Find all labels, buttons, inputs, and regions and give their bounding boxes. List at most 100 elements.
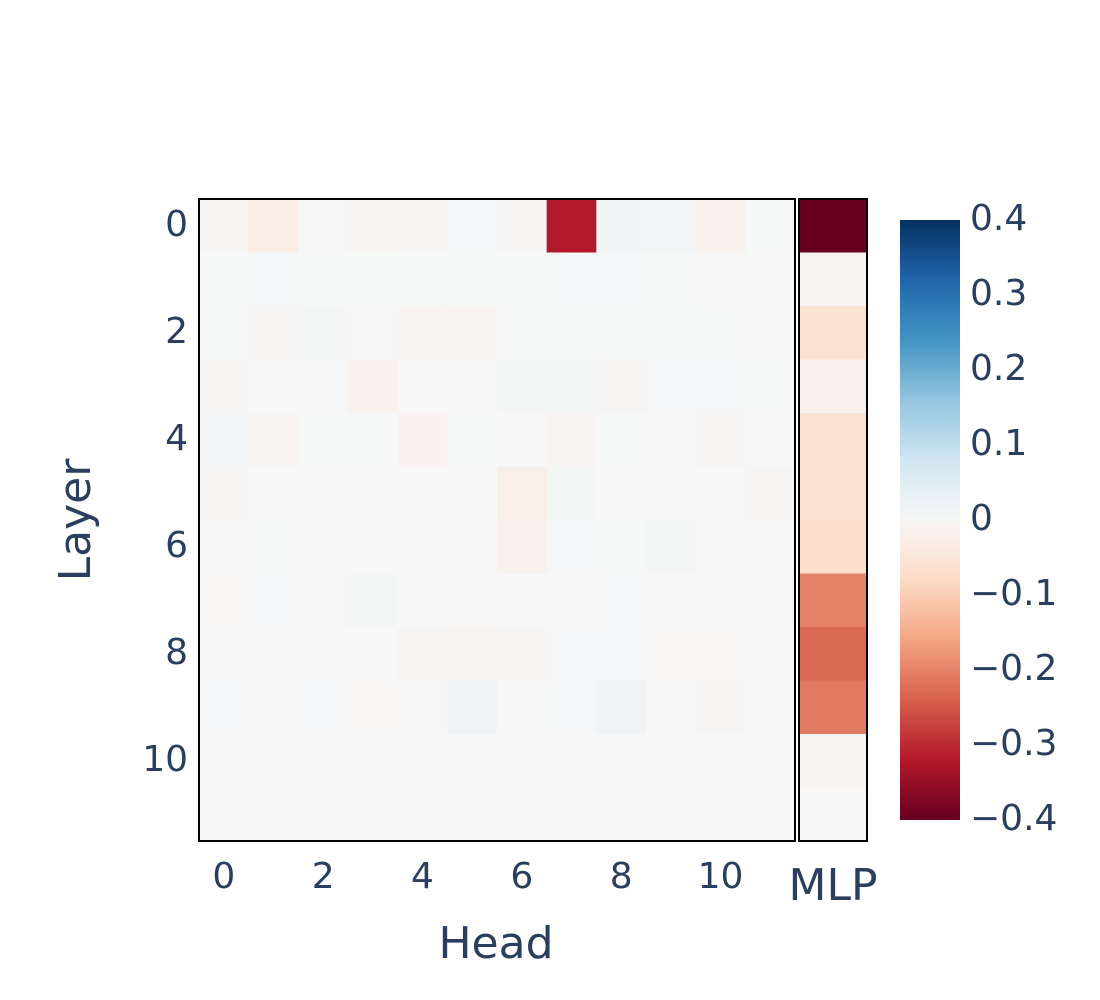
heatmap-cell xyxy=(546,787,597,842)
heatmap-cell xyxy=(497,199,548,253)
colorbar-tick-label: 0.4 xyxy=(970,198,1027,239)
heatmap-cell xyxy=(695,520,746,574)
heatmap-cell xyxy=(695,787,746,842)
heatmap-cell xyxy=(695,466,746,521)
heatmap-cell xyxy=(546,199,597,253)
heatmap-cell xyxy=(596,573,647,628)
heatmap-cell xyxy=(447,413,498,467)
heatmap-cell xyxy=(348,252,399,307)
heatmap-cell xyxy=(695,359,746,414)
heatmap-cell xyxy=(199,734,250,788)
heatmap-cell xyxy=(546,680,597,735)
heatmap-cell xyxy=(596,252,647,307)
heatmap-cell xyxy=(248,413,299,467)
heatmap-cell xyxy=(397,199,448,253)
heatmap-cell xyxy=(248,359,299,414)
heatmap-cell xyxy=(646,199,697,253)
heatmap-cell xyxy=(348,734,399,788)
heatmap-cell xyxy=(546,520,597,574)
x-tick-label: 4 xyxy=(411,856,434,897)
heatmap-cell xyxy=(348,466,399,521)
heatmap-cell xyxy=(646,466,697,521)
heatmap-cell xyxy=(546,734,597,788)
heatmap-cell xyxy=(298,199,349,253)
heatmap-cell xyxy=(745,734,796,788)
heatmap-cell xyxy=(646,680,697,735)
heatmap-cell xyxy=(546,306,597,360)
mlp-cell xyxy=(799,573,867,628)
heatmap-cell xyxy=(546,413,597,467)
heatmap-cell xyxy=(546,252,597,307)
heatmap-cell xyxy=(447,252,498,307)
mlp-cell xyxy=(799,787,867,842)
heatmap-cell xyxy=(695,252,746,307)
heatmap-cell xyxy=(695,627,746,681)
heatmap-cell xyxy=(298,306,349,360)
heatmap-cell xyxy=(546,466,597,521)
heatmap-cell xyxy=(199,359,250,414)
heatmap-cell xyxy=(199,413,250,467)
heatmap-cell xyxy=(348,680,399,735)
mlp-cell xyxy=(799,252,867,307)
x-tick-label: 2 xyxy=(312,856,335,897)
heatmap-cell xyxy=(248,520,299,574)
heatmap-cell xyxy=(397,306,448,360)
heatmap-cell xyxy=(745,413,796,467)
x-tick-label: 8 xyxy=(610,856,633,897)
mlp-cell xyxy=(799,680,867,735)
colorbar-tick-label: −0.3 xyxy=(970,723,1057,764)
colorbar xyxy=(900,220,960,820)
heatmap-cell xyxy=(596,627,647,681)
heatmap-cell xyxy=(348,787,399,842)
heatmap-cell xyxy=(348,199,399,253)
heatmap-cell xyxy=(199,627,250,681)
heatmap-cell xyxy=(497,520,548,574)
heatmap-cell xyxy=(248,787,299,842)
heatmap-cell xyxy=(348,359,399,414)
heatmap-cell xyxy=(546,359,597,414)
heatmap-cell xyxy=(298,466,349,521)
mlp-label: MLP xyxy=(788,860,877,911)
heatmap-cell xyxy=(348,573,399,628)
heatmap-cell xyxy=(397,787,448,842)
heatmap-cell xyxy=(447,573,498,628)
heatmap-cell xyxy=(397,627,448,681)
heatmap-cell xyxy=(348,520,399,574)
heatmap-cell xyxy=(596,413,647,467)
x-axis-title: Head xyxy=(438,918,553,969)
heatmap-cell xyxy=(298,680,349,735)
colorbar-tick-label: 0.2 xyxy=(970,348,1027,389)
y-tick-label: 0 xyxy=(165,204,188,245)
heatmap-cell xyxy=(397,520,448,574)
heatmap-cell xyxy=(497,413,548,467)
heatmap-cell xyxy=(497,252,548,307)
mlp-cell xyxy=(799,627,867,681)
heatmap-cell xyxy=(348,306,399,360)
heatmap-cell xyxy=(298,573,349,628)
heatmap-cell xyxy=(348,413,399,467)
plot-border xyxy=(198,198,796,842)
heatmap-cell xyxy=(695,573,746,628)
heatmap-cell xyxy=(447,466,498,521)
heatmap-cell xyxy=(695,413,746,467)
colorbar-tick-label: 0.1 xyxy=(970,423,1027,464)
heatmap-cell xyxy=(199,199,250,253)
heatmap-cell xyxy=(695,199,746,253)
y-tick-label: 6 xyxy=(165,525,188,566)
heatmap-cell xyxy=(248,199,299,253)
heatmap-cell xyxy=(596,734,647,788)
heatmap-cell xyxy=(695,734,746,788)
heatmap-cell xyxy=(248,466,299,521)
heatmap-cell xyxy=(546,573,597,628)
heatmap-cell xyxy=(248,680,299,735)
heatmap-cell xyxy=(745,627,796,681)
heatmap-cell xyxy=(745,573,796,628)
heatmap-cell xyxy=(199,306,250,360)
heatmap-cell xyxy=(199,573,250,628)
heatmap-cell xyxy=(646,734,697,788)
heatmap-cell xyxy=(447,520,498,574)
heatmap-cell xyxy=(745,306,796,360)
heatmap-cell xyxy=(745,199,796,253)
heatmap-cell xyxy=(298,787,349,842)
